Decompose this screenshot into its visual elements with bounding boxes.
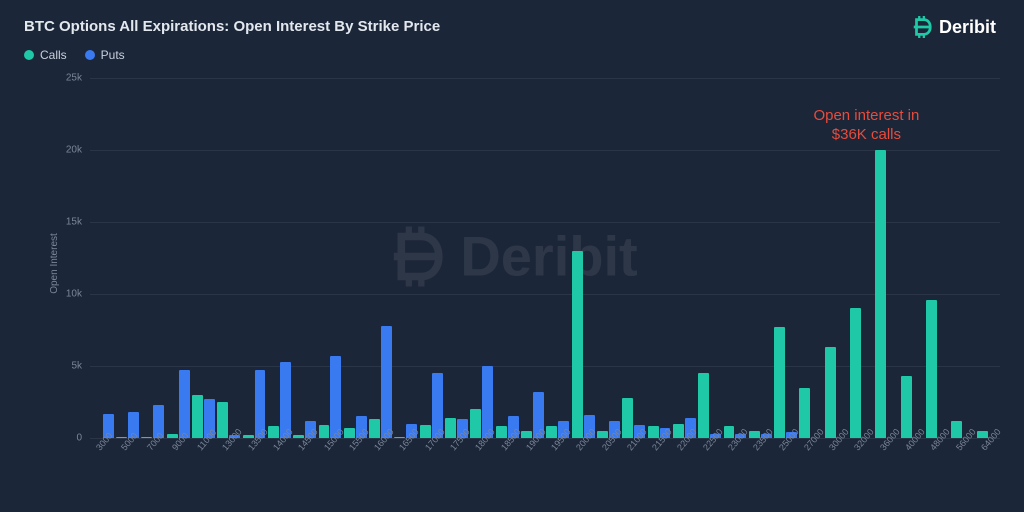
bar-group — [773, 78, 797, 438]
bar-group — [976, 78, 1000, 438]
legend-calls-label: Calls — [40, 48, 67, 62]
calls-bar — [901, 376, 912, 438]
calls-bar — [926, 300, 937, 438]
y-tick: 0 — [76, 433, 82, 444]
y-tick: 15k — [66, 217, 82, 228]
puts-bar — [330, 356, 341, 438]
puts-bar — [280, 362, 291, 438]
x-axis: 3000500070009000110001300013500140001450… — [90, 438, 1000, 486]
bar-group — [90, 78, 114, 438]
y-tick: 5k — [71, 361, 82, 372]
calls-bar — [622, 398, 633, 438]
bar-group — [723, 78, 747, 438]
bar-group — [419, 78, 443, 438]
bar-group — [141, 78, 165, 438]
bar-group — [242, 78, 266, 438]
bar-group — [368, 78, 392, 438]
chart-container: BTC Options All Expirations: Open Intere… — [0, 0, 1024, 512]
bar-group — [925, 78, 949, 438]
brand-text: Deribit — [939, 17, 996, 38]
bar-group — [520, 78, 544, 438]
legend-calls: Calls — [24, 48, 67, 62]
y-axis: 05k10k15k20k25k — [50, 78, 88, 438]
calls-bar — [825, 347, 836, 438]
bar-group — [267, 78, 291, 438]
bar-group — [191, 78, 215, 438]
legend-puts-label: Puts — [101, 48, 125, 62]
bar-group — [495, 78, 519, 438]
legend: Calls Puts — [24, 48, 125, 62]
bar-group — [748, 78, 772, 438]
puts-bar — [381, 326, 392, 438]
bar-group — [596, 78, 620, 438]
legend-puts: Puts — [85, 48, 125, 62]
bar-group — [951, 78, 975, 438]
bar-group — [647, 78, 671, 438]
bar-group — [115, 78, 139, 438]
calls-bar — [698, 373, 709, 438]
bar-group — [622, 78, 646, 438]
bar-group — [394, 78, 418, 438]
chart-area: Open Interest 05k10k15k20k25k Open inter… — [50, 78, 1000, 438]
bar-group — [546, 78, 570, 438]
bar-group — [672, 78, 696, 438]
bar-group — [217, 78, 241, 438]
bar-group — [293, 78, 317, 438]
annotation: Open interest in $36K calls — [813, 107, 919, 145]
y-tick: 20k — [66, 145, 82, 156]
bar-group — [318, 78, 342, 438]
chart-title: BTC Options All Expirations: Open Intere… — [24, 18, 440, 35]
deribit-icon — [911, 16, 933, 38]
calls-bar — [572, 251, 583, 438]
y-tick: 10k — [66, 289, 82, 300]
calls-bar — [799, 388, 810, 438]
puts-swatch — [85, 50, 95, 60]
bar-group — [571, 78, 595, 438]
bar-group — [470, 78, 494, 438]
calls-bar — [875, 150, 886, 438]
calls-bar — [192, 395, 203, 438]
calls-bar — [850, 308, 861, 438]
annotation-line1: Open interest in — [813, 107, 919, 124]
y-tick: 25k — [66, 73, 82, 84]
bar-group — [698, 78, 722, 438]
annotation-line2: $36K calls — [832, 126, 901, 143]
brand-logo: Deribit — [911, 16, 996, 38]
plot: Open interest in $36K calls — [90, 78, 1000, 438]
bar-group — [343, 78, 367, 438]
bar-group — [444, 78, 468, 438]
calls-swatch — [24, 50, 34, 60]
bar-group — [166, 78, 190, 438]
calls-bar — [774, 327, 785, 438]
